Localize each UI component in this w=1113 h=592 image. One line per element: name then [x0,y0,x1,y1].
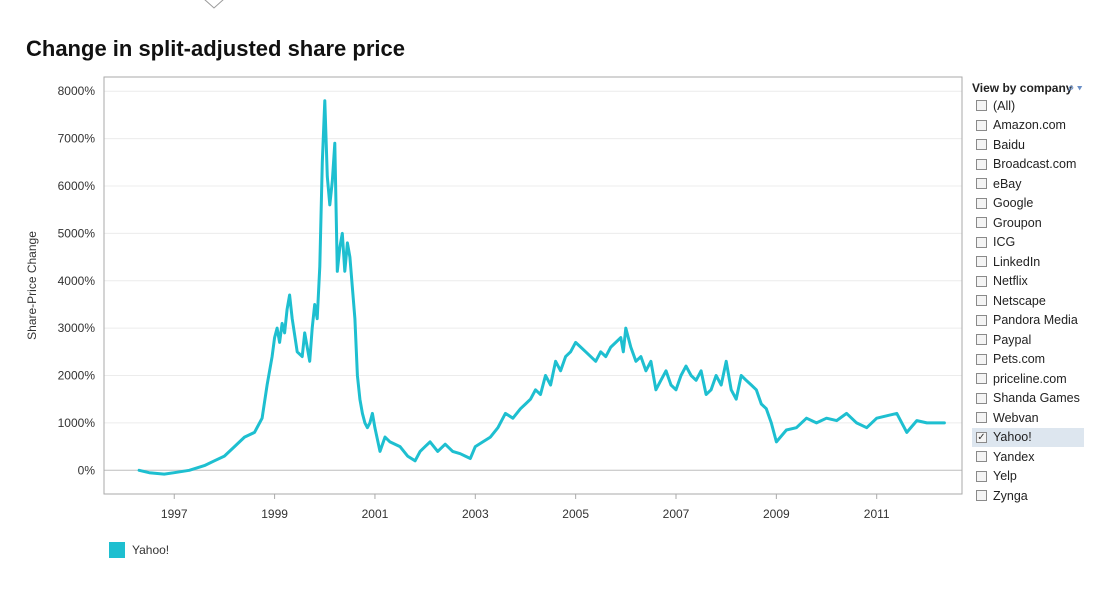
checkbox[interactable] [976,412,987,424]
filter-item[interactable]: Webvan [972,408,1084,428]
checkbox[interactable] [976,139,987,151]
y-tick-label: 5000% [58,226,96,240]
filter-item-label: Shanda Games [993,391,1080,406]
filter-item-label: Yahoo! [993,430,1032,445]
checkbox[interactable] [976,256,987,268]
filter-item[interactable]: ICG [972,233,1084,253]
y-tick-label: 3000% [58,321,96,335]
filter-item[interactable]: Netscape [972,291,1084,311]
filter-item[interactable]: Amazon.com [972,116,1084,136]
y-axis-label: Share-Price Change [25,231,39,340]
y-tick-label: 1000% [58,416,96,430]
series-layer [137,99,946,476]
checkbox[interactable] [976,100,987,112]
x-tick-label: 1997 [161,507,188,521]
filter-item-label: Groupon [993,215,1042,230]
filter-item[interactable]: ✓ Yahoo! [972,427,1084,447]
filter-item[interactable]: priceline.com [972,369,1084,389]
filter-item-label: Zynga [993,488,1028,503]
axes: 0% 1000% 2000% 3000% 4000% 5000% 6000% 7000% 800… [58,76,963,521]
filter-item[interactable]: Groupon [972,213,1084,233]
checkbox[interactable] [976,119,987,131]
filter-item-label: Paypal [993,332,1032,347]
legend-swatch-yahoo [109,542,125,558]
checkbox[interactable] [976,392,987,404]
filter-item-label: priceline.com [993,371,1067,386]
filter-item-label: Yandex [993,449,1035,464]
filter-item[interactable]: Netflix [972,272,1084,292]
checkbox[interactable] [976,158,987,170]
series-line-yahoo [137,99,946,476]
filter-item-label: eBay [993,176,1022,191]
company-filter-panel: View by company ⌕ ▾ (All) Amazon.com Baidu… [972,80,1084,506]
filter-item-label: LinkedIn [993,254,1041,269]
y-tick-label: 2000% [58,369,96,383]
filter-item-label: Pets.com [993,352,1046,367]
filter-item[interactable]: Baidu [972,135,1084,155]
y-tick-label: 0% [78,463,96,477]
x-tick-label: 2001 [362,507,389,521]
filter-item[interactable]: LinkedIn [972,252,1084,272]
filter-item-label: Baidu [993,137,1025,152]
company-checkbox-list: (All) Amazon.com Baidu Broadcast.com eBay Goo… [972,96,1084,506]
y-tick-label: 8000% [58,84,96,98]
filter-item[interactable]: Zynga [972,486,1084,506]
checkbox[interactable] [976,197,987,209]
checkbox[interactable] [976,334,987,346]
y-tick-label: 4000% [58,274,96,288]
filter-item[interactable]: Broadcast.com [972,155,1084,175]
x-tick-label: 2009 [763,507,790,521]
checkbox[interactable] [976,295,987,307]
filter-menu-icon[interactable]: ⌕ ▾ [1068,82,1082,94]
checkbox[interactable] [976,217,987,229]
checkbox[interactable] [976,314,987,326]
filter-item-label: Google [993,196,1034,211]
x-tick-label: 2011 [864,507,890,521]
checkbox[interactable] [976,470,987,482]
checkbox[interactable] [976,275,987,287]
filter-item[interactable]: Paypal [972,330,1084,350]
filter-item-label: Webvan [993,410,1039,425]
filter-item[interactable]: Google [972,194,1084,214]
filter-item-label: Pandora Media [993,313,1078,328]
filter-item-label: Netflix [993,274,1028,289]
filter-header: View by company ⌕ ▾ [972,80,1084,96]
filter-item[interactable]: Pandora Media [972,311,1084,331]
chart-legend: Yahoo! [109,542,169,558]
y-tick-label: 7000% [58,132,96,146]
line-chart: 0% 1000% 2000% 3000% 4000% 5000% 6000% 7000% 800… [25,76,963,521]
filter-item-label: Broadcast.com [993,157,1077,172]
checkbox[interactable] [976,178,987,190]
x-tick-label: 1999 [261,507,288,521]
checkbox[interactable] [976,490,987,502]
filter-item-label: Yelp [993,469,1017,484]
legend-label: Yahoo! [132,543,170,557]
filter-item-label: (All) [993,98,1016,113]
y-tick-label: 6000% [58,179,96,193]
filter-header-label: View by company [972,81,1073,95]
checkbox[interactable] [976,373,987,385]
plot-frame [103,76,963,495]
filter-item[interactable]: Yandex [972,447,1084,467]
checkbox[interactable] [976,451,987,463]
filter-item[interactable]: (All) [972,96,1084,116]
page-title: Change in split-adjusted share price [26,36,405,61]
gridlines [104,90,962,471]
checkbox[interactable] [976,353,987,365]
x-tick-label: 2007 [663,507,690,521]
filter-item[interactable]: Yelp [972,467,1084,487]
filter-item[interactable]: Shanda Games [972,389,1084,409]
filter-item-label: Amazon.com [993,118,1066,133]
x-tick-label: 2003 [462,507,489,521]
x-tick-label: 2005 [562,507,589,521]
filter-item-label: ICG [993,235,1016,250]
top-notch-decoration [204,0,224,9]
checkbox[interactable] [976,236,987,248]
checkbox[interactable]: ✓ [976,431,987,443]
filter-item[interactable]: eBay [972,174,1084,194]
filter-item-label: Netscape [993,293,1046,308]
filter-item[interactable]: Pets.com [972,350,1084,370]
